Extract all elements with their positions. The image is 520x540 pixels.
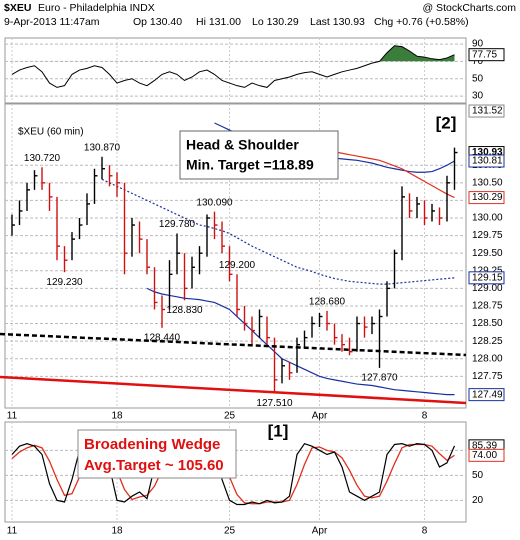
wedge-line-text: Broadening Wedge <box>84 436 220 453</box>
y-tick-label: 128.25 <box>472 336 503 347</box>
wedge-line <box>0 375 467 405</box>
neckline <box>0 332 467 357</box>
x-tick-label: Apr <box>312 526 328 537</box>
y-tick-label: 129.25 <box>472 265 503 276</box>
marker-box <box>468 448 505 462</box>
plot-layers: 11 11 18 18 25 25 Apr Apr 8 8 127.75 128.00 128.25 12… <box>4 37 503 537</box>
price-annotation: 130.870 <box>84 142 121 153</box>
y-tick-label: 30 <box>472 91 484 102</box>
price-annotation: 129.230 <box>46 277 83 288</box>
x-tick-label: 11 <box>7 411 18 422</box>
note-line: Min. Target =118.89 <box>186 157 314 173</box>
price-annotation: 130.720 <box>24 153 61 164</box>
price-annotation: 127.870 <box>361 373 398 384</box>
marker-box <box>468 388 505 402</box>
value-marker: 74.00 <box>468 448 505 462</box>
price-annotation: 130.090 <box>196 197 233 208</box>
marker-label: 77.75 <box>472 49 497 60</box>
wave-label: [1] <box>268 421 289 440</box>
value-marker: 77.75 <box>468 48 505 62</box>
price-annotation: 128.830 <box>166 305 203 316</box>
y-tick-label: 129.75 <box>472 230 503 241</box>
x-tick-label: 11 <box>7 526 18 537</box>
wedge-line-text: Avg.Target ~ 105.60 <box>84 457 224 474</box>
marker-box <box>468 271 505 285</box>
marker-label: 130.93 <box>472 147 503 158</box>
y-tick-label: 128.00 <box>472 353 503 364</box>
x-tick-label: 18 <box>111 526 123 537</box>
rsi-line <box>11 45 455 88</box>
y-tick-label: 130.50 <box>472 177 503 188</box>
marker-label: 129.15 <box>472 272 503 283</box>
x-tick-label: 8 <box>422 411 428 422</box>
wave-label: [2] <box>436 113 457 132</box>
rsi-area <box>379 45 455 62</box>
marker-label: 130.81 <box>472 156 503 167</box>
marker-label: 74.00 <box>472 450 497 461</box>
y-tick-label: 50 <box>472 73 484 84</box>
value-marker: 130.81 <box>468 154 505 168</box>
note-box <box>179 130 339 180</box>
price-annotation: 128.680 <box>309 297 346 308</box>
price-annotation: 129.780 <box>159 219 196 230</box>
quote-low: Lo 130.29 <box>252 16 299 28</box>
y-tick-label: 130.00 <box>472 213 503 224</box>
overlay-line <box>101 178 455 285</box>
x-tick-label: 25 <box>224 526 236 537</box>
value-marker: 130.29 <box>468 191 505 205</box>
marker-label: 131.52 <box>472 106 503 117</box>
symbol: $XEU <box>4 2 31 14</box>
marker-label: 85.39 <box>472 440 497 451</box>
x-tick-label: 8 <box>422 526 428 537</box>
value-marker: 131.52 <box>468 104 505 118</box>
panel-label: $XEU (60 min) <box>18 127 84 138</box>
x-tick-label: 18 <box>111 411 123 422</box>
panel-frame <box>4 421 467 523</box>
price-annotation: 128.440 <box>144 332 181 343</box>
y-tick-label: 50 <box>472 470 484 481</box>
marker-box <box>468 191 505 205</box>
y-tick-label: 128.50 <box>472 318 503 329</box>
source: @ StockCharts.com <box>422 2 516 14</box>
y-tick-label: 129.50 <box>472 248 503 259</box>
date: 9-Apr-2013 11:47am <box>4 16 100 28</box>
panel-frame <box>4 37 467 104</box>
price-annotation: 129.200 <box>219 260 256 271</box>
quote-change: Chg +0.76 (+0.58%) <box>374 16 469 28</box>
price-annotation: 127.510 <box>256 398 293 409</box>
y-tick-label: 128.75 <box>472 301 503 312</box>
x-tick-label: Apr <box>312 411 328 422</box>
panel-frame <box>4 103 467 409</box>
marker-label: 130.29 <box>472 192 503 203</box>
note-line: Head & Shoulder <box>186 137 299 153</box>
chart-title: Euro - Philadelphia INDX <box>38 2 155 14</box>
value-marker: 129.15 <box>468 271 505 285</box>
value-marker: 127.49 <box>468 388 505 402</box>
marker-box <box>468 104 505 118</box>
y-tick-label: 90 <box>472 39 484 50</box>
wedge-box <box>77 429 237 479</box>
marker-box <box>468 154 505 168</box>
quote-high: Hi 131.00 <box>196 16 241 28</box>
y-tick-label: 70 <box>472 56 484 67</box>
y-tick-label: 127.75 <box>472 371 503 382</box>
quote-open: Op 130.40 <box>133 16 182 28</box>
y-tick-label: 20 <box>472 495 484 506</box>
x-tick-label: 25 <box>224 411 236 422</box>
y-tick-label: 129.00 <box>472 283 503 294</box>
overlay-line <box>146 287 455 396</box>
marker-label: 127.49 <box>472 389 503 400</box>
quote-last: Last 130.93 <box>310 16 365 28</box>
marker-box <box>468 48 505 62</box>
